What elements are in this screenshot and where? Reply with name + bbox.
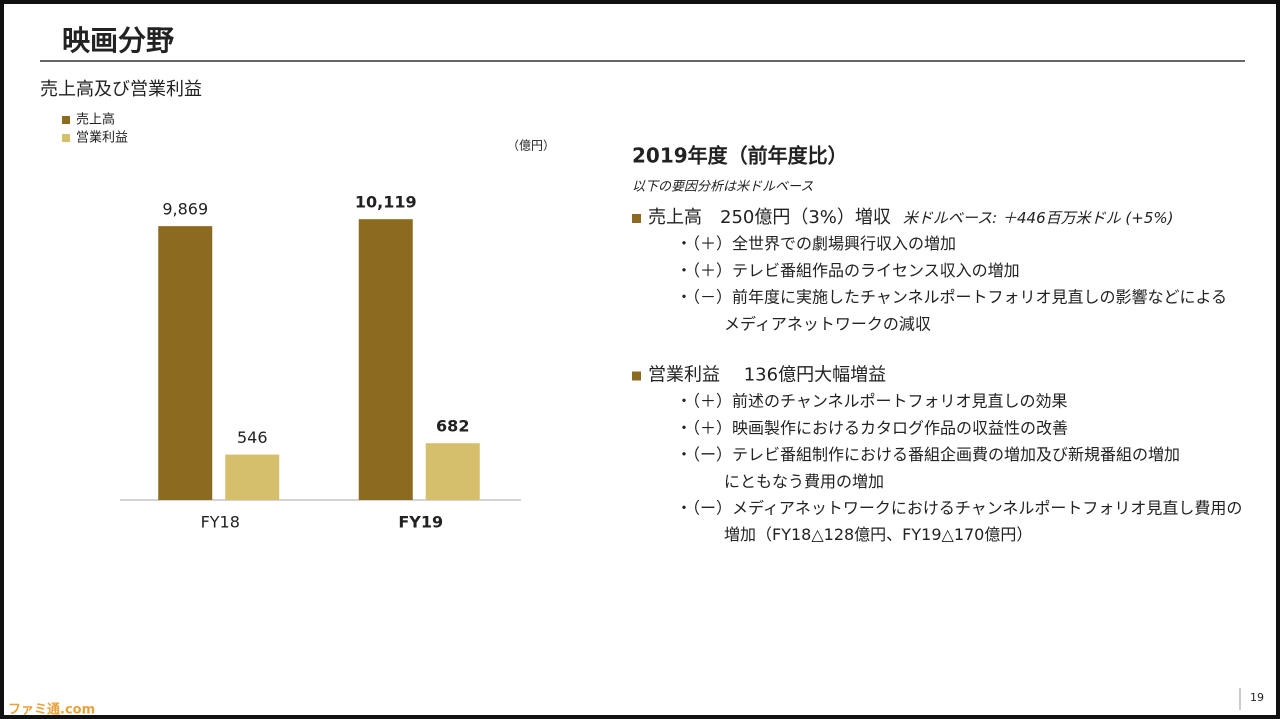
unit-label: （億円） (507, 139, 555, 153)
analysis-note: 以下の要因分析は米ドルベース (632, 180, 813, 195)
item-line: ・（＋）全世界での劇場興行収入の増加 (676, 234, 956, 253)
bar (225, 454, 280, 500)
item-line: ・（＋）テレビ番組作品のライセンス収入の増加 (676, 261, 1020, 280)
legend-label: 売上高 (76, 112, 115, 128)
bar (358, 219, 413, 500)
item-line: ・（ー）テレビ番組制作における番組企画費の増加及び新規番組の増加 (676, 445, 1180, 464)
legend-swatch (62, 134, 70, 142)
item-line: 増加（FY18△128億円、FY19△170億円） (724, 525, 1032, 544)
value-label: 10,119 (355, 193, 417, 212)
item-line: にともなう費用の増加 (724, 472, 884, 491)
x-tick-label: FY18 (201, 513, 240, 532)
item-line: ・（－）前年度に実施したチャンネルポートフォリオ見直しの影響などによる (676, 288, 1227, 307)
item-line: ・（ー）メディアネットワークにおけるチャンネルポートフォリオ見直し費用の (676, 499, 1242, 518)
section-heading: 売上高 250億円（3%）増収 米ドルベース: ＋446百万米ドル (+5%) (648, 207, 1173, 228)
bar (425, 443, 480, 500)
legend-swatch (62, 116, 70, 124)
subtitle: 売上高及び営業利益 (40, 79, 202, 100)
heading-text: 売上高 250億円（3%）増収 (648, 207, 891, 228)
legend-label: 営業利益 (76, 130, 128, 146)
value-label: 9,869 (162, 200, 208, 219)
value-label: 546 (237, 428, 268, 447)
heading-text: 営業利益 136億円大幅増益 (648, 365, 886, 386)
slide-title: 映画分野 (62, 24, 174, 57)
item-line: ・（＋）映画製作におけるカタログ作品の収益性の改善 (676, 418, 1068, 437)
page-number: 19 (1250, 691, 1264, 704)
bullet (632, 214, 641, 223)
section-heading: 営業利益 136億円大幅増益 (648, 365, 886, 386)
bullet (632, 371, 641, 381)
heading-note: 米ドルベース: ＋446百万米ドル (+5%) (903, 209, 1174, 227)
watermark: ファミ通.com (8, 702, 95, 718)
bar (158, 226, 213, 500)
x-tick-label: FY19 (398, 513, 443, 532)
item-line: メディアネットワークの減収 (724, 314, 931, 333)
item-line: ・（＋）前述のチャンネルポートフォリオ見直しの効果 (676, 392, 1068, 411)
analysis-title: 2019年度（前年度比） (632, 144, 848, 168)
value-label: 682 (436, 417, 469, 436)
